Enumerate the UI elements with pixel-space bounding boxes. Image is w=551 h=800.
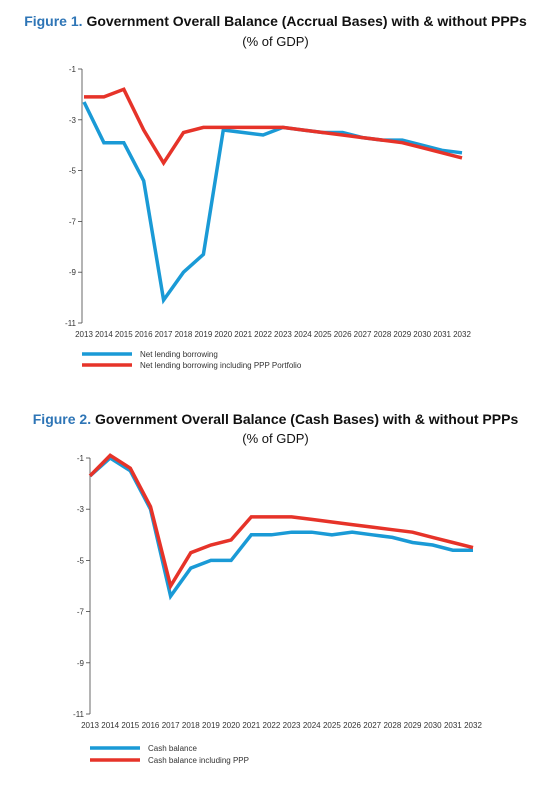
x-tick-label: 2022 bbox=[254, 330, 272, 339]
x-tick-label: 2024 bbox=[303, 721, 321, 730]
x-tick-label: 2026 bbox=[334, 330, 352, 339]
figure-2-title: Figure 2. Government Overall Balance (Ca… bbox=[0, 410, 551, 428]
x-tick-label: 2021 bbox=[234, 330, 252, 339]
x-tick-label: 2023 bbox=[283, 721, 301, 730]
x-tick-label: 2021 bbox=[242, 721, 260, 730]
x-tick-label: 2031 bbox=[444, 721, 462, 730]
x-tick-label: 2032 bbox=[453, 330, 471, 339]
x-tick-label: 2028 bbox=[383, 721, 401, 730]
y-tick-label: -7 bbox=[77, 608, 85, 617]
x-tick-label: 2020 bbox=[214, 330, 232, 339]
figure-1-number: Figure 1. bbox=[24, 13, 83, 29]
legend-label: Cash balance including PPP bbox=[148, 756, 249, 765]
y-tick-label: -3 bbox=[69, 116, 77, 125]
x-tick-label: 2027 bbox=[363, 721, 381, 730]
x-tick-label: 2028 bbox=[374, 330, 392, 339]
x-tick-label: 2013 bbox=[75, 330, 93, 339]
y-tick-label: -1 bbox=[69, 65, 77, 74]
figure-2-number: Figure 2. bbox=[32, 411, 92, 427]
figure-2-chart: -1 -3 -5 -7 -9 -11 2013 2014 2015 2016 2017 2018 201… bbox=[73, 453, 482, 765]
x-tick-label: 2029 bbox=[393, 330, 411, 339]
y-tick-label: -9 bbox=[77, 659, 85, 668]
x-tick-label: 2019 bbox=[194, 330, 212, 339]
x-tick-label: 2032 bbox=[464, 721, 482, 730]
x-tick-label: 2020 bbox=[222, 721, 240, 730]
y-tick-label: -1 bbox=[77, 454, 85, 463]
x-tick-label: 2027 bbox=[354, 330, 372, 339]
x-tick-label: 2014 bbox=[95, 330, 113, 339]
x-tick-label: 2018 bbox=[175, 330, 193, 339]
x-tick-label: 2031 bbox=[433, 330, 451, 339]
x-tick-label: 2018 bbox=[182, 721, 200, 730]
figure-2-title-text: Government Overall Balance (Cash Bases) … bbox=[95, 411, 519, 427]
series-line-blue bbox=[88, 455, 473, 601]
x-tick-label: 2019 bbox=[202, 721, 220, 730]
y-tick-label: -3 bbox=[77, 505, 85, 514]
x-tick-label: 2015 bbox=[121, 721, 139, 730]
figure-1-chart: -1 -3 -5 -7 -9 -11 2013 2014 2015 2016 2017 2018 201… bbox=[65, 65, 471, 370]
figure-2-subtitle: (% of GDP) bbox=[242, 431, 309, 446]
x-tick-label: 2022 bbox=[263, 721, 281, 730]
x-tick-label: 2014 bbox=[101, 721, 119, 730]
x-tick-label: 2026 bbox=[343, 721, 361, 730]
y-tick-label: -11 bbox=[73, 710, 85, 719]
x-tick-label: 2030 bbox=[424, 721, 442, 730]
series-line-red bbox=[84, 87, 463, 167]
x-tick-label: 2016 bbox=[142, 721, 160, 730]
y-tick-label: -5 bbox=[69, 167, 77, 176]
y-tick-label: -9 bbox=[69, 268, 77, 277]
x-tick-label: 2029 bbox=[404, 721, 422, 730]
series-line-red bbox=[88, 453, 474, 591]
figure-1-title: Figure 1. Government Overall Balance (Ac… bbox=[0, 12, 551, 30]
series-line-blue bbox=[82, 101, 463, 305]
x-tick-label: 2013 bbox=[81, 721, 99, 730]
legend-label: Net lending borrowing including PPP Port… bbox=[140, 361, 302, 370]
y-tick-label: -11 bbox=[65, 319, 77, 328]
x-tick-label: 2025 bbox=[314, 330, 332, 339]
y-tick-label: -5 bbox=[77, 556, 85, 565]
x-tick-label: 2023 bbox=[274, 330, 292, 339]
x-tick-label: 2017 bbox=[162, 721, 180, 730]
x-tick-label: 2015 bbox=[115, 330, 133, 339]
legend-label: Net lending borrowing bbox=[140, 350, 218, 359]
x-tick-label: 2024 bbox=[294, 330, 312, 339]
legend-label: Cash balance bbox=[148, 744, 197, 753]
x-tick-label: 2030 bbox=[413, 330, 431, 339]
figure-1-title-text: Government Overall Balance (Accrual Base… bbox=[86, 13, 527, 29]
x-tick-label: 2025 bbox=[323, 721, 341, 730]
y-tick-label: -7 bbox=[69, 217, 77, 226]
x-tick-label: 2017 bbox=[155, 330, 173, 339]
x-tick-label: 2016 bbox=[135, 330, 153, 339]
figure-1-subtitle: (% of GDP) bbox=[242, 34, 309, 49]
